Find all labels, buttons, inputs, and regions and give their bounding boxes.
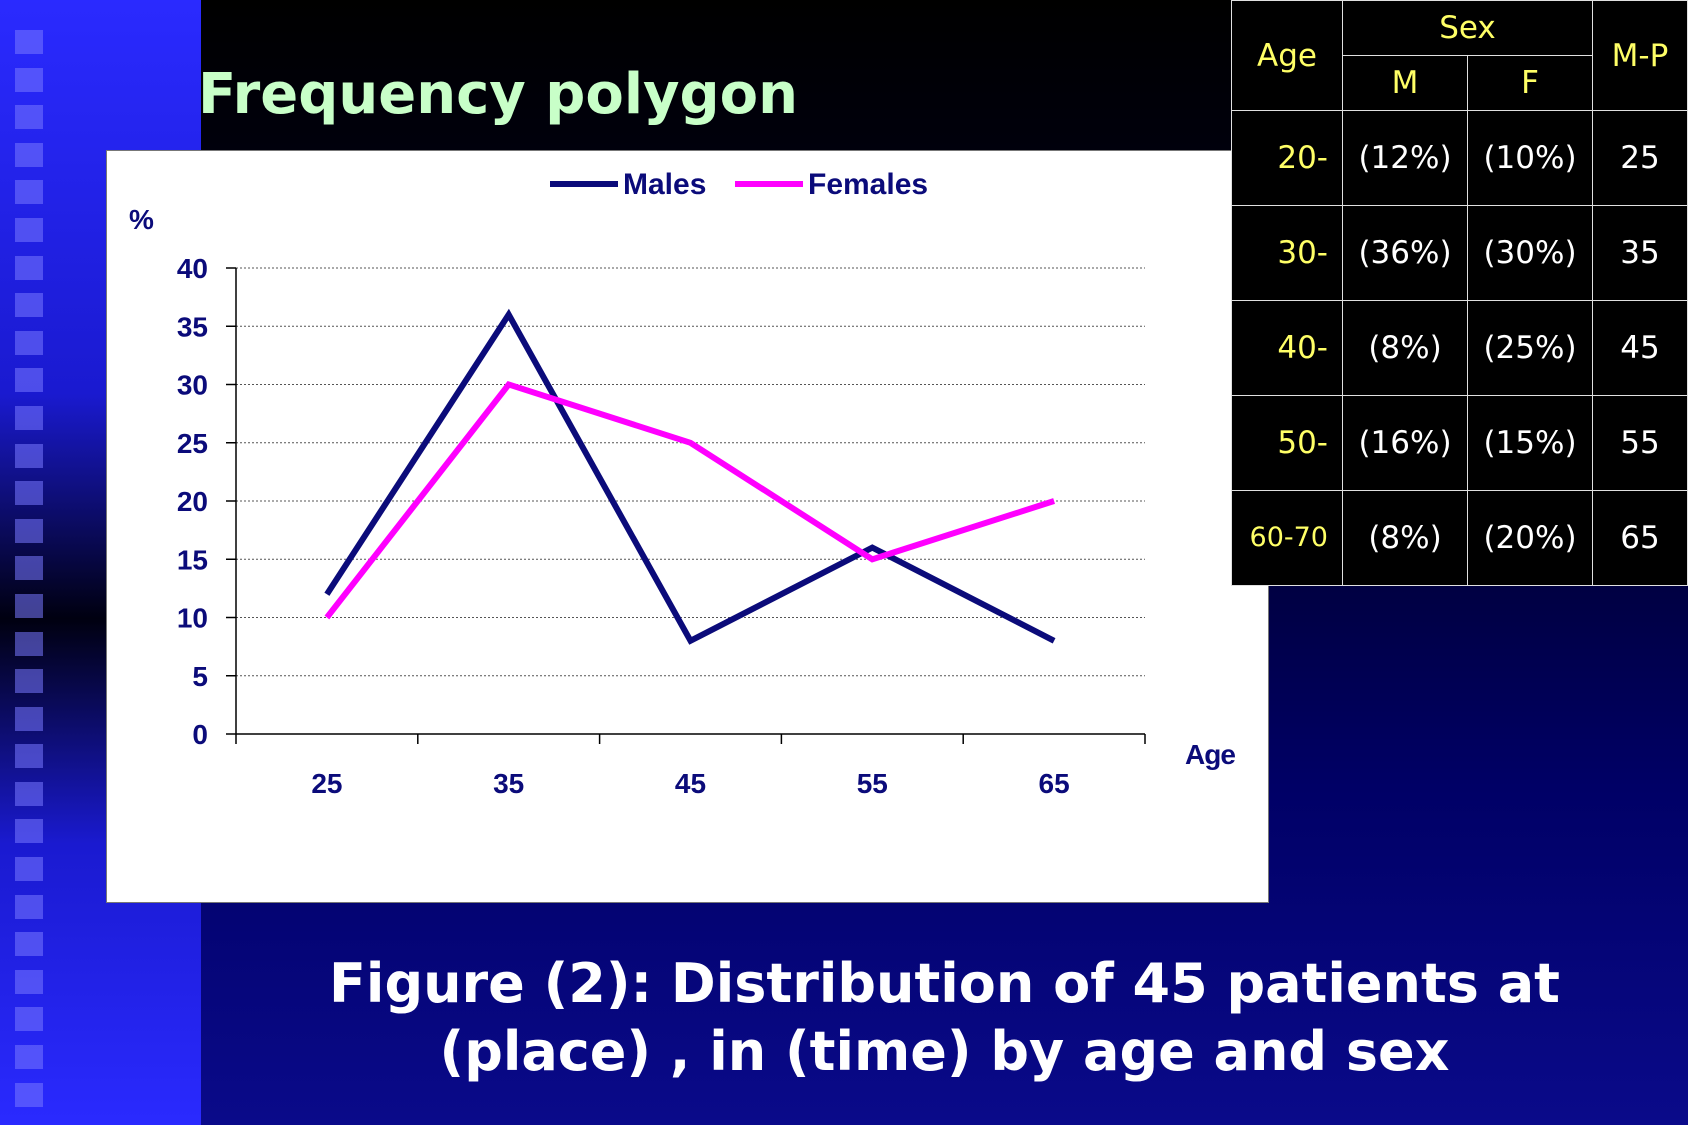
y-tick-label: 15 <box>177 544 208 575</box>
header-mp: M-P <box>1592 0 1688 111</box>
age-sex-table: Age Sex M-P M F 20- (12%) (10%) 25 30- (… <box>1231 0 1688 586</box>
series-line-males <box>324 308 1056 645</box>
table-subheader-row: M F <box>1232 55 1688 111</box>
table-row: 40- (8%) (25%) 45 <box>1231 300 1688 396</box>
table-header-row: Age Sex M-P <box>1231 0 1688 111</box>
x-tick-label: 55 <box>857 768 888 799</box>
legend-label-males: Males <box>623 168 706 201</box>
midpoint-cell: 25 <box>1592 110 1688 206</box>
caption-line-1: Figure (2): Distribution of 45 patients … <box>329 952 1560 1015</box>
midpoint-cell: 45 <box>1592 300 1688 396</box>
x-axis-label: Age <box>1185 739 1235 770</box>
x-tick-label: 35 <box>493 768 524 799</box>
male-cell: (36%) <box>1342 205 1468 301</box>
age-cell: 20- <box>1231 110 1343 206</box>
midpoint-cell: 65 <box>1592 490 1688 586</box>
series-line-females <box>324 381 1056 620</box>
female-cell: (30%) <box>1467 205 1593 301</box>
figure-caption: Figure (2): Distribution of 45 patients … <box>201 950 1688 1086</box>
y-tick-label: 0 <box>192 719 208 750</box>
male-cell: (12%) <box>1342 110 1468 206</box>
header-age: Age <box>1231 0 1343 111</box>
midpoint-cell: 35 <box>1592 205 1688 301</box>
y-axis-label: % <box>129 204 154 235</box>
x-tick-label: 25 <box>311 768 342 799</box>
table-row: 20- (12%) (10%) 25 <box>1231 110 1688 206</box>
table-row: 30- (36%) (30%) 35 <box>1231 205 1688 301</box>
decorative-squares <box>15 30 43 1110</box>
chart-svg: 0 5 10 15 20 25 30 35 40 25 35 45 55 65% Age Males Femal… <box>129 168 1236 799</box>
age-cell: 40- <box>1231 300 1343 396</box>
y-tick-label: 20 <box>177 486 208 517</box>
y-tick-label: 35 <box>177 311 208 342</box>
y-tick-label: 5 <box>192 661 208 692</box>
frequency-polygon-chart: 0 5 10 15 20 25 30 35 40 25 35 45 55 65% Age Males Femal… <box>106 150 1269 903</box>
header-sex: Sex <box>1342 0 1593 56</box>
female-cell: (10%) <box>1467 110 1593 206</box>
female-cell: (15%) <box>1467 395 1593 491</box>
header-m: M <box>1342 55 1468 111</box>
age-cell: 30- <box>1231 205 1343 301</box>
header-f: F <box>1467 55 1593 111</box>
y-tick-label: 10 <box>177 603 208 634</box>
x-tick-label: 65 <box>1039 768 1070 799</box>
midpoint-cell: 55 <box>1592 395 1688 491</box>
table-row: 50- (16%) (15%) 55 <box>1231 395 1688 491</box>
age-cell: 60-70 <box>1231 490 1343 586</box>
slide-title: Frequency polygon <box>198 62 798 127</box>
age-cell: 50- <box>1231 395 1343 491</box>
male-cell: (8%) <box>1342 300 1468 396</box>
male-cell: (16%) <box>1342 395 1468 491</box>
y-tick-label: 40 <box>177 253 208 284</box>
table-row: 60-70 (8%) (20%) 65 <box>1231 490 1688 586</box>
y-tick-label: 25 <box>177 428 208 459</box>
y-tick-label: 30 <box>177 370 208 401</box>
x-tick-label: 45 <box>675 768 706 799</box>
caption-line-2: (place) , in (time) by age and sex <box>439 1020 1450 1083</box>
legend-label-females: Females <box>808 168 928 201</box>
female-cell: (25%) <box>1467 300 1593 396</box>
male-cell: (8%) <box>1342 490 1468 586</box>
female-cell: (20%) <box>1467 490 1593 586</box>
